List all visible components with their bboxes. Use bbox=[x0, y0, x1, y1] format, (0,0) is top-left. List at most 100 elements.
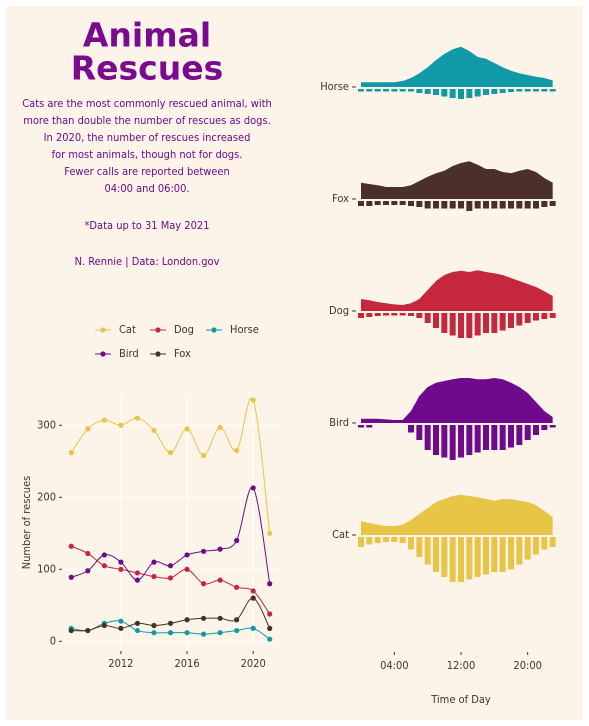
rug-bar bbox=[383, 89, 389, 92]
rug-bar bbox=[424, 537, 431, 565]
rug-bar bbox=[433, 201, 439, 209]
rug-bar bbox=[366, 313, 373, 317]
point bbox=[250, 397, 256, 403]
y-tick-label: Bird bbox=[329, 416, 349, 429]
rug-bar bbox=[424, 201, 431, 209]
rug-bar bbox=[399, 537, 406, 543]
x-tick-label: 2016 bbox=[174, 657, 199, 670]
rug-bar bbox=[366, 201, 373, 206]
x-axis-label: Time of Day bbox=[430, 693, 491, 706]
rug-bar bbox=[533, 537, 539, 555]
point bbox=[85, 568, 91, 574]
rug-bar bbox=[366, 89, 373, 92]
y-tick-label: Cat bbox=[332, 528, 349, 541]
point bbox=[234, 617, 240, 623]
legend-label: Fox bbox=[174, 347, 191, 360]
rug-bar bbox=[466, 89, 473, 98]
rug-bar bbox=[366, 425, 373, 428]
rug-bar bbox=[391, 89, 398, 92]
rug-bar bbox=[508, 537, 514, 570]
point bbox=[118, 625, 124, 631]
rug-bar bbox=[433, 425, 439, 455]
point bbox=[151, 622, 157, 629]
rug-bar bbox=[533, 313, 539, 321]
rug-bar bbox=[441, 201, 448, 209]
point bbox=[184, 552, 190, 558]
rug-bar bbox=[449, 201, 456, 209]
rug-bar bbox=[399, 313, 406, 316]
point bbox=[200, 452, 207, 459]
rug-bar bbox=[416, 537, 423, 557]
rug-bar bbox=[449, 425, 456, 460]
rug-bar bbox=[549, 89, 556, 92]
rug-bar bbox=[374, 537, 381, 543]
rug-bar bbox=[483, 201, 489, 209]
rug-bar bbox=[399, 201, 406, 205]
point bbox=[267, 581, 273, 587]
rug-bar bbox=[466, 425, 473, 455]
point bbox=[134, 570, 141, 576]
rug-bar bbox=[524, 425, 531, 440]
point bbox=[167, 563, 174, 569]
legend-label: Bird bbox=[119, 347, 139, 360]
point bbox=[134, 415, 141, 421]
rug-bar bbox=[466, 201, 473, 211]
point bbox=[167, 450, 174, 456]
rug-bar bbox=[458, 313, 464, 338]
rug-bar bbox=[541, 537, 548, 550]
rug-bar bbox=[524, 313, 531, 323]
rug-bar bbox=[458, 425, 464, 458]
y-tick-label: 200 bbox=[37, 490, 56, 503]
title: Rescues bbox=[71, 49, 224, 88]
rug-bar bbox=[549, 201, 556, 206]
rug-bar bbox=[449, 537, 456, 582]
density bbox=[361, 378, 553, 423]
x-tick-label: 2012 bbox=[108, 657, 133, 670]
density bbox=[361, 46, 553, 87]
rug-bar bbox=[358, 537, 364, 547]
rug-bar bbox=[441, 425, 448, 458]
rug-bar bbox=[474, 89, 481, 97]
rug-bar bbox=[374, 201, 381, 205]
legend-key bbox=[100, 327, 106, 333]
rug-bar bbox=[508, 89, 514, 92]
rug-bar bbox=[524, 537, 531, 560]
rug-bar bbox=[549, 313, 556, 318]
point bbox=[184, 566, 190, 572]
rug-bar bbox=[491, 425, 498, 450]
point bbox=[234, 584, 240, 590]
rug-bar bbox=[441, 313, 448, 333]
point bbox=[250, 485, 256, 491]
rug-bar bbox=[424, 425, 431, 450]
rug-bar bbox=[533, 89, 539, 92]
point bbox=[234, 537, 240, 544]
rug-bar bbox=[391, 201, 398, 205]
rug-bar bbox=[458, 89, 464, 99]
legend-label: Dog bbox=[174, 323, 194, 336]
rug-bar bbox=[499, 425, 506, 450]
rug-bar bbox=[533, 425, 539, 435]
rug-bar bbox=[408, 313, 414, 316]
rug-bar bbox=[491, 313, 498, 333]
subtitle: more than double the number of rescues a… bbox=[23, 114, 271, 127]
rug-bar bbox=[466, 313, 473, 338]
rug-bar bbox=[474, 425, 481, 453]
point bbox=[151, 427, 157, 433]
point bbox=[250, 588, 256, 594]
rug-bar bbox=[374, 89, 381, 92]
rug-bar bbox=[458, 201, 464, 209]
rug-bar bbox=[408, 201, 414, 206]
rug-bar bbox=[474, 201, 481, 209]
credit: N. Rennie | Data: London.gov bbox=[75, 255, 220, 268]
rug-bar bbox=[416, 425, 423, 440]
point bbox=[68, 543, 74, 549]
point bbox=[85, 627, 91, 634]
subtitle: for most animals, though not for dogs. bbox=[52, 148, 243, 161]
rug-bar bbox=[358, 89, 364, 92]
point bbox=[68, 450, 74, 456]
rug-bar bbox=[383, 537, 389, 542]
point bbox=[200, 548, 207, 554]
point bbox=[118, 559, 124, 565]
point bbox=[217, 424, 223, 431]
